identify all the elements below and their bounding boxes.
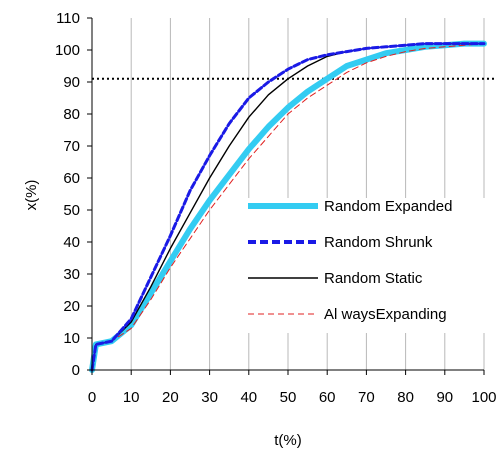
legend-label-random-static: Random Static [324,270,423,287]
y-tick-label-40: 40 [63,234,80,251]
legend-label-random-shrunk: Random Shrunk [324,234,433,251]
legend-label-random-expanded: Random Expanded [324,198,452,215]
y-tick-label-10: 10 [63,330,80,347]
x-tick-label-10: 10 [123,389,140,406]
y-tick-label-110: 110 [56,10,80,27]
x-tick-label-100: 100 [471,389,496,406]
x-tick-label-80: 80 [397,389,414,406]
x-tick-label-20: 20 [162,389,179,406]
y-tick-label-70: 70 [63,138,80,155]
y-tick-label-60: 60 [63,170,80,187]
x-tick-label-0: 0 [88,389,96,406]
y-tick-label-0: 0 [72,362,80,379]
x-tick-label-30: 30 [201,389,218,406]
y-tick-label-100: 100 [55,42,80,59]
y-axis-label: x(%) [23,180,40,211]
x-tick-label-40: 40 [240,389,257,406]
x-tick-label-50: 50 [280,389,297,406]
legend-label-always-expanding: Al waysExpanding [324,306,447,323]
y-tick-label-30: 30 [63,266,80,283]
x-tick-label-60: 60 [319,389,336,406]
legend: Random Expanded Random Shrunk Random Sta… [242,198,497,333]
x-tick-label-70: 70 [358,389,375,406]
x-axis-label: t(%) [274,432,302,449]
y-tick-label-20: 20 [63,298,80,315]
y-tick-label-50: 50 [63,202,80,219]
y-tick-label-90: 90 [63,74,80,91]
x-tick-label-90: 90 [436,389,453,406]
y-tick-label-80: 80 [63,106,80,123]
